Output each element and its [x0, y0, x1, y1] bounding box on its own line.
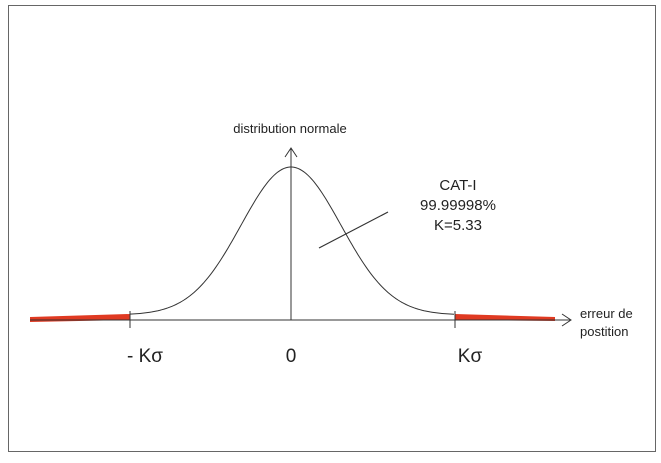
x-axis-label: postition: [580, 324, 628, 339]
x-axis-label: erreur de: [580, 306, 633, 321]
y-axis-arrow: [284, 147, 298, 158]
x-axis-arrow: [561, 313, 572, 327]
normal-curve: [129, 166, 455, 315]
tick-label: - Kσ: [127, 346, 163, 367]
tick-label: Kσ: [458, 346, 483, 367]
frame: [8, 5, 656, 452]
y-axis-label: distribution normale: [233, 121, 346, 136]
annotation: K=5.33: [434, 217, 482, 234]
tick-label: 0: [286, 346, 297, 367]
pointer-line: [318, 211, 389, 249]
annotation: CAT-I: [439, 177, 476, 194]
right-tail: [455, 314, 555, 321]
annotation: 99.99998%: [420, 197, 496, 214]
